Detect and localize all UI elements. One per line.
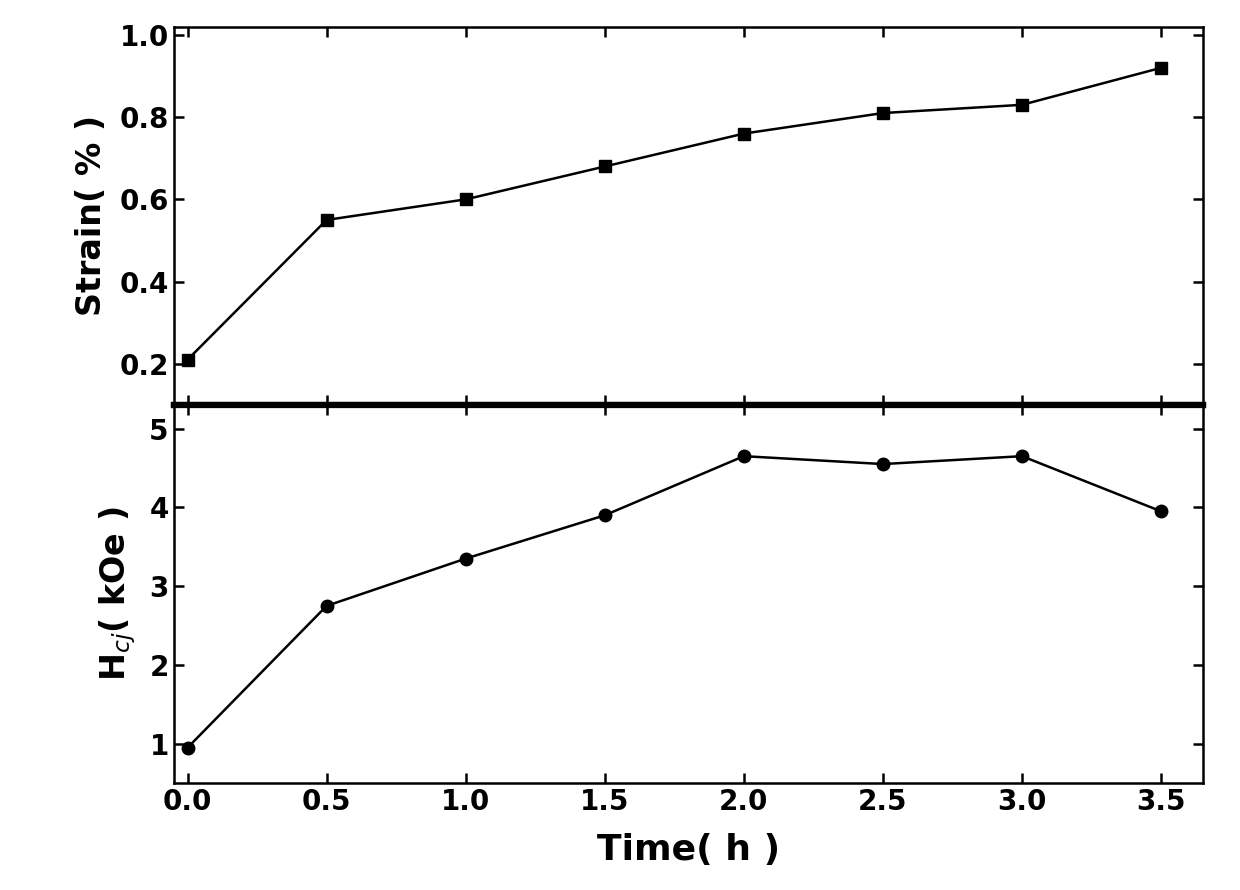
X-axis label: Time( h ): Time( h ) xyxy=(596,833,780,867)
Y-axis label: H$_{cj}$( kOe ): H$_{cj}$( kOe ) xyxy=(97,506,138,682)
Y-axis label: Strain( % ): Strain( % ) xyxy=(76,116,108,316)
